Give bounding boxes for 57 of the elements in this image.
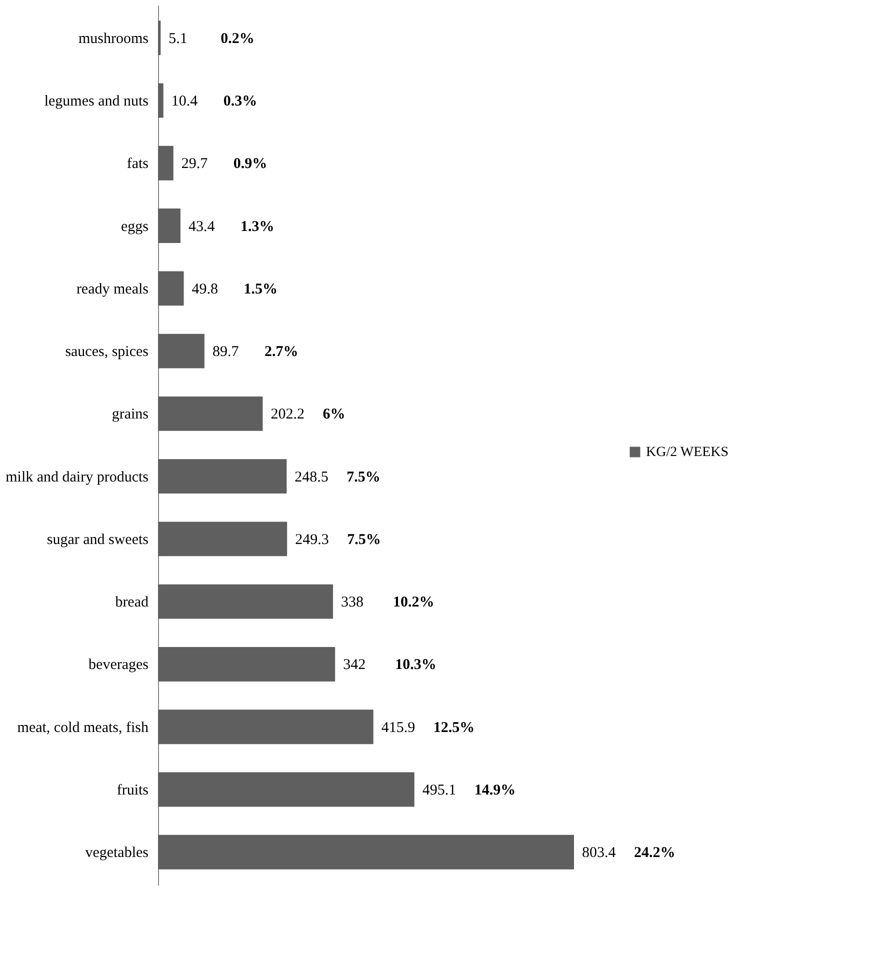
annotation: 12.5%	[433, 720, 475, 736]
data-label: 248.5	[294, 469, 328, 486]
y-tick-label: legumes and nuts	[44, 94, 149, 110]
bar	[158, 334, 204, 368]
y-tick-label: beverages	[88, 657, 149, 674]
data-label: 495.1	[422, 782, 456, 798]
annotation: 2.7%	[264, 344, 298, 360]
y-tick-label: sauces, spices	[65, 344, 149, 360]
annotation: 7.5%	[347, 532, 381, 548]
annotation: 14.9%	[474, 782, 516, 798]
y-tick-label: meat, cold meats, fish	[17, 720, 149, 736]
annotation: 10.2%	[393, 594, 434, 611]
y-tick-label: milk and dairy products	[6, 469, 149, 486]
data-label: 10.4	[171, 94, 198, 110]
y-tick-label: bread	[115, 594, 149, 611]
annotation: 10.3%	[395, 657, 436, 674]
data-label: 249.3	[295, 532, 329, 548]
bar	[158, 396, 263, 431]
data-label: 803.4	[582, 845, 616, 862]
annotation: 6%	[322, 406, 346, 423]
data-label: 43.4	[188, 218, 216, 235]
data-label: 338	[341, 594, 364, 611]
annotation: 0.3%	[223, 94, 258, 110]
bar	[158, 834, 574, 870]
bar	[158, 83, 164, 118]
bar	[158, 584, 334, 619]
bar	[158, 146, 174, 180]
bar	[158, 208, 180, 244]
bar	[158, 710, 374, 744]
y-tick-label: vegetables	[85, 845, 149, 862]
y-tick-label: ready meals	[76, 281, 149, 298]
y-tick-label: mushrooms	[78, 30, 149, 47]
data-label: 202.2	[270, 406, 304, 423]
legend-label: KG/2 WEEKS	[646, 445, 729, 460]
bar	[158, 772, 414, 807]
data-label: 29.7	[181, 156, 208, 172]
annotation: 1.3%	[240, 218, 274, 235]
annotation: 0.9%	[233, 156, 268, 172]
bar	[158, 646, 336, 682]
bar	[158, 522, 288, 556]
data-label: 89.7	[212, 344, 240, 360]
y-tick-label: fruits	[116, 782, 149, 798]
data-label: 5.1	[168, 30, 188, 47]
data-label: 342	[343, 657, 366, 674]
annotation: 7.5%	[346, 469, 380, 486]
data-label: 415.9	[381, 720, 416, 736]
data-label: 49.8	[192, 281, 218, 298]
y-tick-label: fats	[126, 156, 149, 172]
annotation: 0.2%	[220, 30, 254, 47]
y-tick-label: sugar and sweets	[46, 532, 149, 548]
bar	[158, 271, 184, 306]
bar	[158, 20, 161, 56]
text: 24.2%	[634, 845, 676, 862]
bar	[158, 459, 287, 494]
y-tick-label: grains	[112, 406, 149, 423]
annotation: 1.5%	[244, 281, 278, 298]
y-tick-label: eggs	[121, 218, 149, 235]
